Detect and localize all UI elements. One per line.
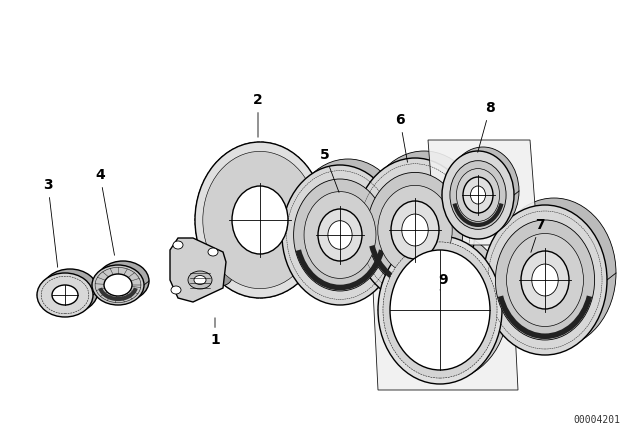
Ellipse shape (171, 286, 181, 294)
Ellipse shape (521, 251, 569, 309)
Ellipse shape (378, 236, 502, 384)
Ellipse shape (390, 250, 490, 370)
Ellipse shape (282, 165, 398, 305)
Ellipse shape (188, 271, 212, 289)
Text: 5: 5 (320, 148, 339, 192)
Text: 6: 6 (395, 113, 408, 162)
Polygon shape (428, 140, 538, 245)
Ellipse shape (456, 168, 500, 221)
Ellipse shape (507, 233, 584, 327)
Ellipse shape (208, 248, 218, 256)
Ellipse shape (495, 220, 595, 340)
Ellipse shape (468, 173, 498, 209)
Text: 00004201: 00004201 (573, 415, 620, 425)
Ellipse shape (364, 151, 484, 295)
Ellipse shape (532, 264, 558, 296)
Ellipse shape (483, 205, 607, 355)
Ellipse shape (463, 177, 493, 213)
Ellipse shape (294, 179, 387, 291)
Polygon shape (370, 230, 518, 390)
Ellipse shape (391, 201, 439, 259)
Ellipse shape (442, 151, 514, 239)
Ellipse shape (383, 242, 497, 378)
Ellipse shape (203, 151, 317, 289)
Ellipse shape (367, 172, 463, 288)
Ellipse shape (104, 274, 132, 296)
Ellipse shape (355, 158, 475, 302)
Ellipse shape (195, 142, 325, 298)
Text: 7: 7 (531, 218, 545, 252)
Ellipse shape (396, 246, 496, 366)
Ellipse shape (328, 221, 352, 249)
Text: 2: 2 (253, 93, 263, 137)
Ellipse shape (384, 232, 508, 380)
Polygon shape (170, 238, 226, 302)
Ellipse shape (232, 186, 288, 254)
Ellipse shape (378, 185, 452, 275)
Text: 4: 4 (95, 168, 115, 255)
Ellipse shape (97, 261, 149, 301)
Ellipse shape (92, 265, 144, 305)
Text: 1: 1 (210, 318, 220, 347)
Ellipse shape (52, 285, 78, 305)
Text: 3: 3 (43, 178, 58, 267)
Ellipse shape (402, 214, 428, 246)
Ellipse shape (42, 269, 98, 313)
Ellipse shape (492, 198, 616, 348)
Ellipse shape (304, 192, 376, 278)
Ellipse shape (400, 194, 448, 252)
Ellipse shape (208, 268, 232, 286)
Ellipse shape (194, 276, 206, 284)
Ellipse shape (318, 209, 362, 261)
Text: 9: 9 (438, 273, 448, 290)
Ellipse shape (530, 244, 578, 302)
Ellipse shape (173, 241, 183, 249)
Ellipse shape (326, 203, 370, 255)
Ellipse shape (447, 147, 519, 235)
Ellipse shape (470, 186, 486, 204)
Ellipse shape (290, 159, 406, 299)
Text: 8: 8 (477, 101, 495, 152)
Ellipse shape (37, 273, 93, 317)
Ellipse shape (450, 161, 506, 229)
